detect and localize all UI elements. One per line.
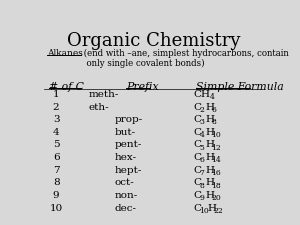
Text: C: C [193, 204, 201, 213]
Text: C: C [193, 103, 201, 112]
Text: 8: 8 [199, 182, 204, 189]
Text: Prefix: Prefix [126, 82, 158, 92]
Text: prop-: prop- [114, 115, 142, 124]
Text: 6: 6 [53, 153, 59, 162]
Text: C: C [193, 166, 201, 175]
Text: 3: 3 [199, 118, 204, 126]
Text: H: H [207, 204, 216, 213]
Text: 10: 10 [50, 204, 63, 213]
Text: C: C [193, 153, 201, 162]
Text: H: H [206, 115, 214, 124]
Text: 2: 2 [199, 106, 204, 114]
Text: pent-: pent- [114, 140, 142, 149]
Text: 6: 6 [212, 106, 216, 114]
Text: 7: 7 [199, 169, 204, 177]
Text: oct-: oct- [114, 178, 134, 187]
Text: 9: 9 [53, 191, 59, 200]
Text: meth-: meth- [89, 90, 119, 99]
Text: 8: 8 [212, 118, 216, 126]
Text: 5: 5 [53, 140, 59, 149]
Text: 7: 7 [53, 166, 59, 175]
Text: 6: 6 [199, 156, 204, 164]
Text: H: H [206, 103, 214, 112]
Text: 9: 9 [199, 194, 204, 202]
Text: Simple Formula: Simple Formula [196, 82, 284, 92]
Text: 8: 8 [53, 178, 59, 187]
Text: H: H [206, 166, 214, 175]
Text: 1: 1 [53, 90, 59, 99]
Text: C: C [193, 178, 201, 187]
Text: C: C [193, 191, 201, 200]
Text: hept-: hept- [114, 166, 142, 175]
Text: 14: 14 [212, 156, 221, 164]
Text: 20: 20 [212, 194, 221, 202]
Text: C: C [193, 140, 201, 149]
Text: Alkanes: Alkanes [47, 49, 83, 58]
Text: (end with –ane, simplest hydrocarbons, contain
  only single covalent bonds): (end with –ane, simplest hydrocarbons, c… [80, 49, 288, 68]
Text: H: H [206, 153, 214, 162]
Text: CH: CH [193, 90, 210, 99]
Text: hex-: hex- [114, 153, 136, 162]
Text: C: C [193, 115, 201, 124]
Text: # of C: # of C [49, 82, 84, 92]
Text: 5: 5 [199, 144, 204, 152]
Text: 4: 4 [53, 128, 59, 137]
Text: 2: 2 [53, 103, 59, 112]
Text: 10: 10 [199, 207, 209, 215]
Text: 4: 4 [210, 93, 215, 101]
Text: non-: non- [114, 191, 137, 200]
Text: H: H [206, 191, 214, 200]
Text: H: H [206, 178, 214, 187]
Text: H: H [206, 128, 214, 137]
Text: 3: 3 [53, 115, 59, 124]
Text: dec-: dec- [114, 204, 136, 213]
Text: 10: 10 [212, 131, 221, 139]
Text: C: C [193, 128, 201, 137]
Text: Organic Chemistry: Organic Chemistry [67, 32, 240, 50]
Text: but-: but- [114, 128, 135, 137]
Text: 22: 22 [213, 207, 223, 215]
Text: 4: 4 [199, 131, 204, 139]
Text: H: H [206, 140, 214, 149]
Text: 16: 16 [212, 169, 221, 177]
Text: eth-: eth- [89, 103, 109, 112]
Text: 12: 12 [212, 144, 221, 152]
Text: 18: 18 [212, 182, 221, 189]
